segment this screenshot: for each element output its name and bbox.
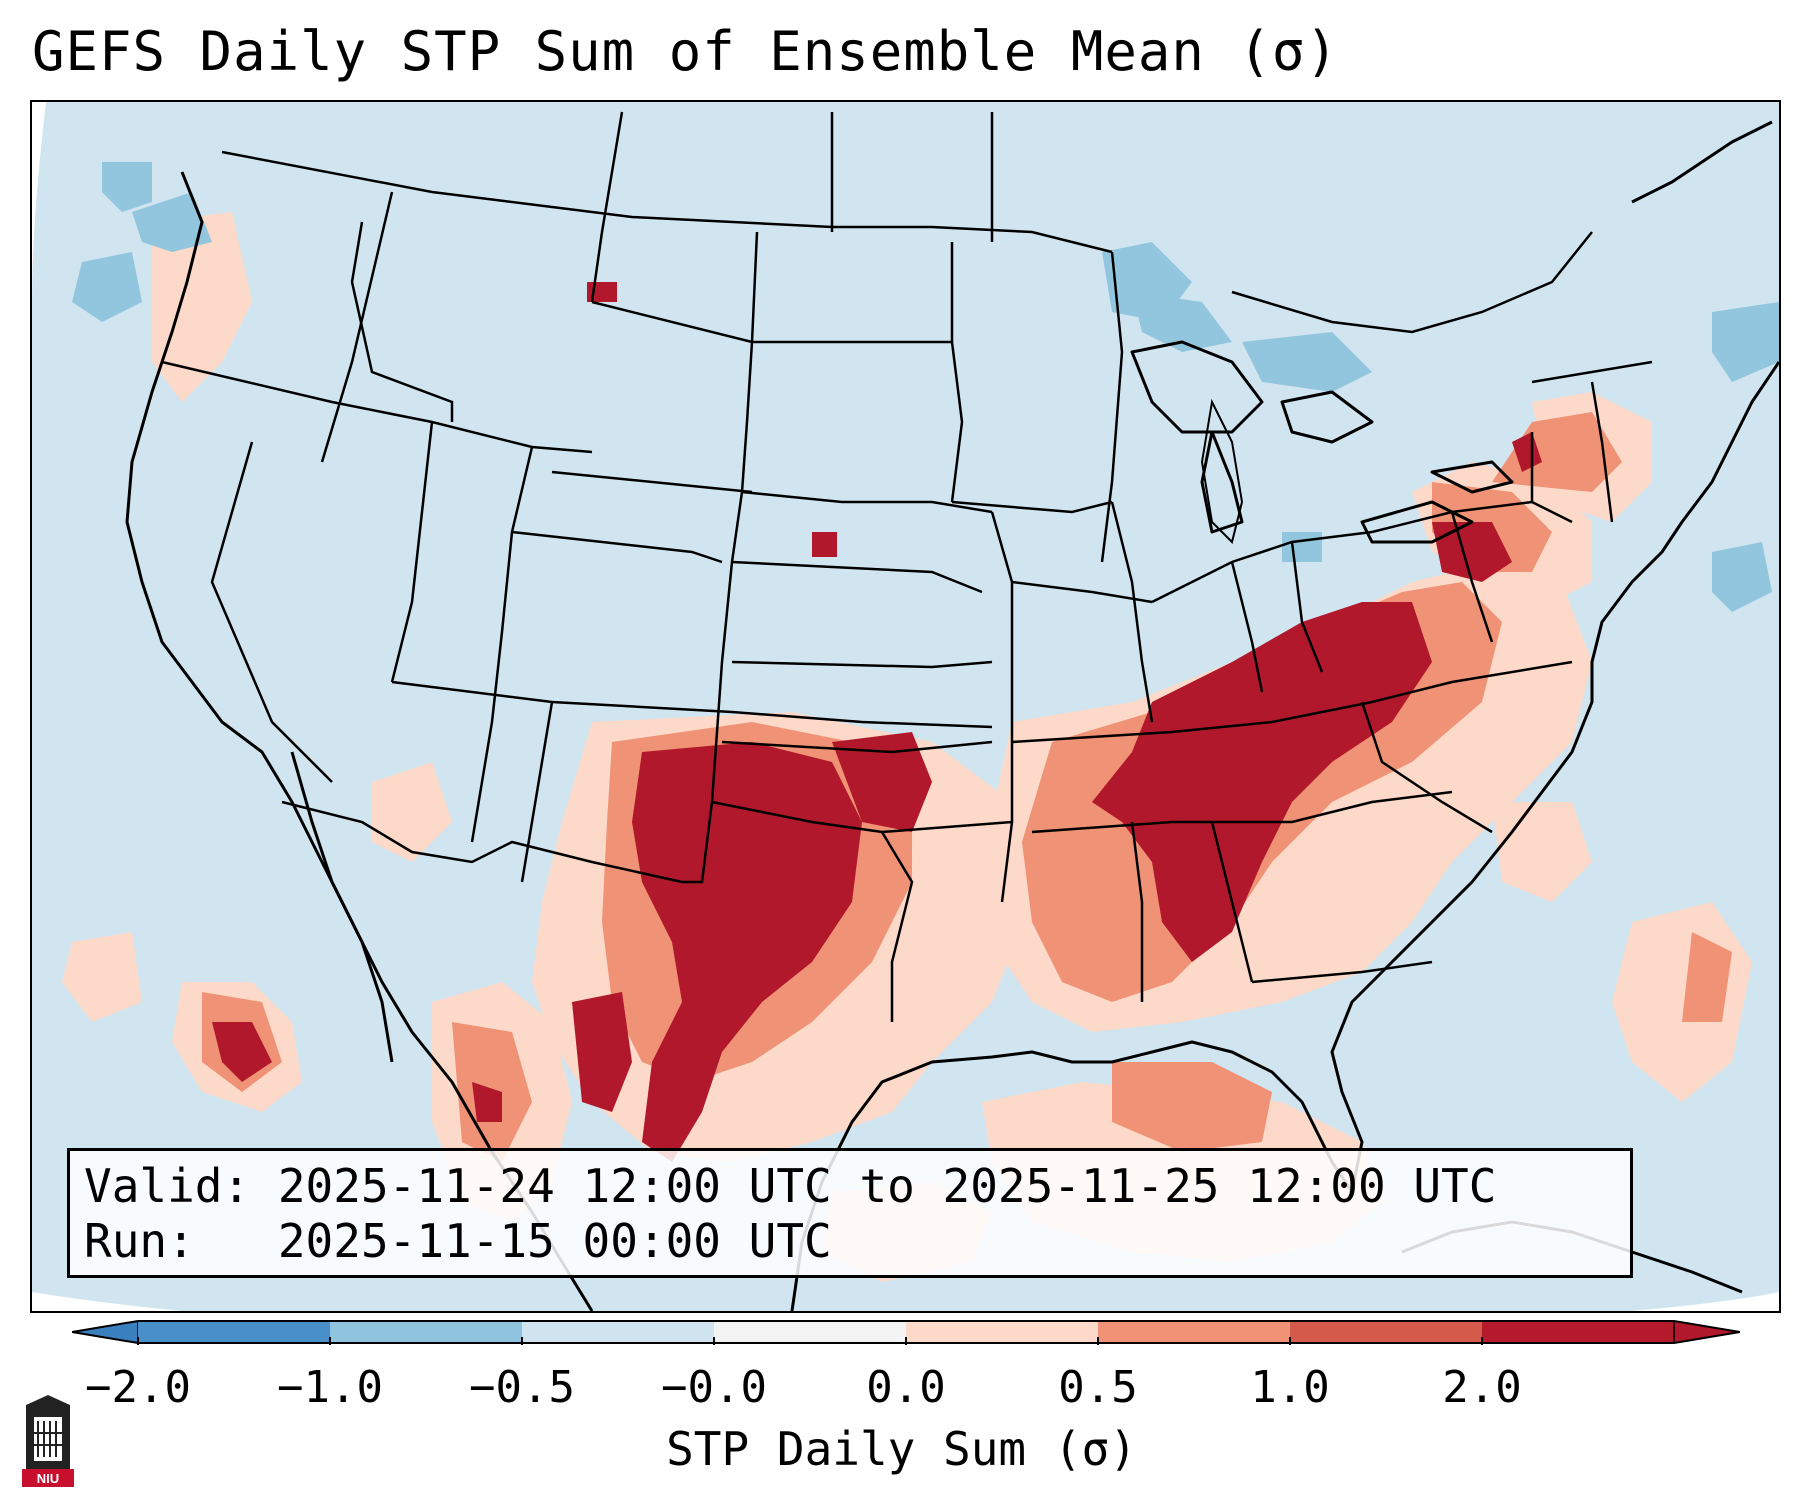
colorbar-tick-label: −2.0 xyxy=(85,1362,191,1413)
map-panel xyxy=(30,100,1781,1313)
colorbar-bin xyxy=(714,1321,907,1343)
logo-window-grid xyxy=(34,1421,62,1457)
valid-run-info-box: Valid: 2025-11-24 12:00 UTC to 2025-11-2… xyxy=(67,1148,1633,1278)
anomaly-layer-negative xyxy=(72,162,1779,612)
colorbar-bin xyxy=(1290,1321,1483,1343)
run-line: Run: 2025-11-15 00:00 UTC xyxy=(84,1214,832,1268)
colorbar-bin xyxy=(1098,1321,1291,1343)
colorbar-tick-label: −0.5 xyxy=(469,1362,575,1413)
colorbar-extend-low xyxy=(72,1320,139,1344)
colorbar-bin xyxy=(1482,1321,1675,1343)
colorbar-tick-label: −0.0 xyxy=(661,1362,767,1413)
logo-banner xyxy=(22,1469,74,1487)
colorbar-tick-label: −1.0 xyxy=(277,1362,383,1413)
valid-line: Valid: 2025-11-24 12:00 UTC to 2025-11-2… xyxy=(84,1159,1497,1213)
colorbar-tick-label: 0.5 xyxy=(1058,1362,1138,1413)
projection-corner-se xyxy=(1632,1292,1779,1311)
niu-logo: NIU xyxy=(22,1395,74,1487)
stp-map xyxy=(32,102,1779,1311)
colorbar-tick-label: 0.0 xyxy=(866,1362,946,1413)
state-borders xyxy=(161,111,1653,1022)
page-title: GEFS Daily STP Sum of Ensemble Mean (σ) xyxy=(32,20,1339,83)
colorbar-tick-label: 1.0 xyxy=(1250,1362,1330,1413)
projection-corner-sw xyxy=(32,1292,182,1311)
colorbar-bin xyxy=(138,1321,331,1343)
colorbar-bin xyxy=(906,1321,1099,1343)
colorbar-label: STP Daily Sum (σ) xyxy=(666,1422,1137,1476)
logo-text: NIU xyxy=(37,1471,59,1486)
colorbar xyxy=(72,1320,1740,1345)
colorbar-extend-high xyxy=(1673,1320,1740,1344)
projection-corner-nw xyxy=(32,102,46,302)
colorbar-bin xyxy=(330,1321,523,1343)
colorbar-tick-label: 2.0 xyxy=(1442,1362,1522,1413)
anomaly-layer-high xyxy=(212,282,1542,1162)
lake-outlines xyxy=(1200,398,1244,544)
colorbar-bin xyxy=(522,1321,715,1343)
